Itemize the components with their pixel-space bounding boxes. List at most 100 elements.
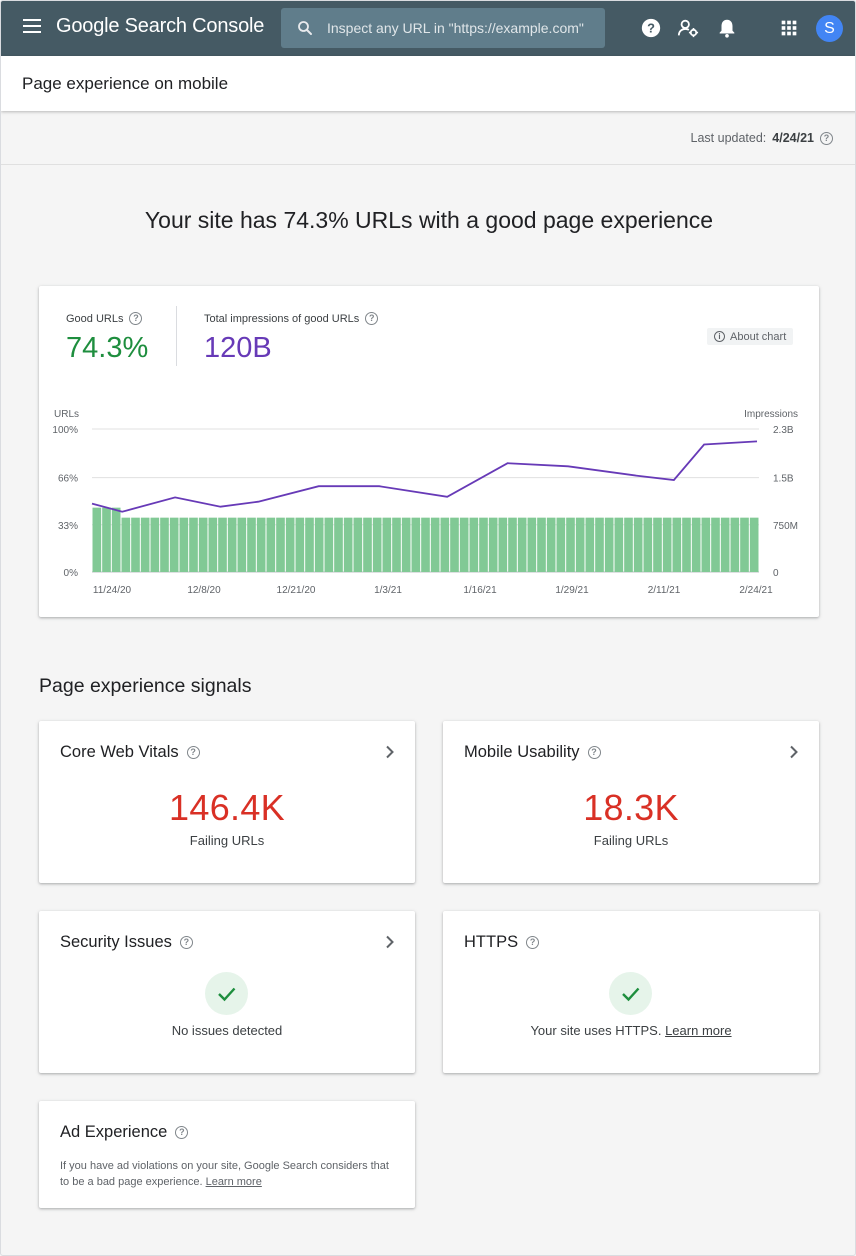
- help-circle-icon[interactable]: ?: [820, 131, 833, 145]
- help-circle-icon[interactable]: ?: [587, 746, 601, 759]
- x-tick-label: 2/11/21: [648, 585, 681, 596]
- signals-section-title: Page experience signals: [39, 675, 252, 697]
- bar: [353, 517, 363, 572]
- bar: [585, 517, 595, 572]
- metric-divider: [176, 306, 177, 366]
- bar: [334, 517, 343, 572]
- bar: [401, 517, 411, 572]
- bar: [459, 517, 469, 572]
- impressions-label-row: Total impressions of good URLs ?: [204, 312, 379, 325]
- ad-experience-text: If you have ad violations on your site, …: [60, 1160, 389, 1188]
- help-circle-icon[interactable]: ?: [175, 1126, 189, 1139]
- menu-icon[interactable]: [23, 19, 41, 37]
- ad-experience-learn-more-link[interactable]: Learn more: [205, 1176, 262, 1188]
- last-updated-value: 4/24/21: [772, 131, 814, 145]
- search-input[interactable]: [327, 8, 597, 48]
- x-tick-label: 12/8/20: [187, 585, 221, 596]
- y2-tick-label: 1.5B: [773, 474, 794, 485]
- bar: [450, 517, 459, 572]
- y2-tick-label: 0: [773, 568, 779, 579]
- core-web-vitals-failing-count: 146.4K: [169, 787, 285, 828]
- chevron-right-icon[interactable]: [383, 935, 397, 949]
- bar: [662, 517, 672, 572]
- chevron-right-icon[interactable]: [383, 745, 397, 759]
- bar: [421, 517, 430, 572]
- bar: [198, 517, 208, 572]
- notifications-icon[interactable]: [716, 17, 738, 39]
- mobile-usability-card[interactable]: Mobile Usability ? 18.3K Failing URLs: [443, 721, 819, 883]
- bar: [169, 517, 179, 572]
- about-chart-button[interactable]: i About chart: [707, 328, 794, 345]
- bar: [749, 517, 759, 572]
- security-issues-card[interactable]: Security Issues ? No issues detected: [39, 911, 415, 1073]
- x-tick-label: 12/21/20: [277, 585, 316, 596]
- core-web-vitals-title: Core Web Vitals: [60, 743, 179, 761]
- left-axis-title: URLs: [54, 409, 79, 420]
- help-circle-icon[interactable]: ?: [179, 936, 193, 949]
- https-title: HTTPS: [464, 933, 519, 951]
- https-learn-more-link[interactable]: Learn more: [665, 1023, 732, 1038]
- y-tick-label: 100%: [52, 425, 78, 436]
- bar: [189, 517, 198, 572]
- bar: [517, 517, 527, 572]
- bar: [111, 507, 121, 572]
- bar: [266, 517, 276, 572]
- bar: [121, 517, 131, 572]
- chevron-right-icon[interactable]: [787, 745, 801, 759]
- bar: [604, 517, 614, 572]
- mobile-usability-failing-label: Failing URLs: [593, 833, 669, 848]
- summary-chart-card: Good URLs ? 74.3% Total impressions of g…: [39, 286, 819, 617]
- bar: [324, 517, 334, 572]
- apps-grid-icon[interactable]: [778, 17, 800, 39]
- bar: [140, 517, 150, 572]
- bar: [711, 517, 720, 572]
- bar: [276, 517, 285, 572]
- impressions-value: 120B: [204, 332, 272, 364]
- page-title: Page experience on mobile: [22, 74, 229, 93]
- https-status-row: Your site uses HTTPS. Learn more: [443, 1023, 819, 1038]
- y2-tick-label: 750M: [773, 521, 798, 532]
- bar: [624, 517, 633, 572]
- good-urls-label-row: Good URLs ?: [66, 312, 143, 325]
- bar: [363, 517, 372, 572]
- help-circle-icon[interactable]: ?: [186, 746, 200, 759]
- bar: [479, 517, 488, 572]
- user-settings-icon[interactable]: [677, 17, 699, 39]
- card-title-row: Security Issues ?: [60, 933, 193, 952]
- help-circle-icon[interactable]: ?: [129, 312, 143, 325]
- bar: [720, 517, 730, 572]
- bar: [595, 517, 604, 572]
- help-icon[interactable]: ?: [640, 17, 662, 39]
- bar: [643, 517, 653, 572]
- y-tick-label: 66%: [58, 474, 78, 485]
- app-brand[interactable]: Google Search Console: [56, 15, 265, 37]
- bar: [575, 517, 585, 572]
- bar: [285, 517, 295, 572]
- bar: [305, 517, 314, 572]
- bar: [566, 517, 575, 572]
- x-tick-label: 1/29/21: [555, 585, 589, 596]
- x-tick-label: 2/24/21: [739, 585, 773, 596]
- security-status: No issues detected: [171, 1023, 283, 1038]
- bar: [343, 517, 353, 572]
- bar: [614, 517, 624, 572]
- core-web-vitals-failing-label: Failing URLs: [189, 833, 265, 848]
- bar: [633, 517, 643, 572]
- help-circle-icon[interactable]: ?: [365, 312, 379, 325]
- help-circle-icon[interactable]: ?: [526, 936, 540, 949]
- mobile-usability-title: Mobile Usability: [464, 743, 580, 761]
- ad-experience-title: Ad Experience: [60, 1123, 168, 1141]
- card-title-row: Core Web Vitals ?: [60, 743, 200, 762]
- core-web-vitals-card[interactable]: Core Web Vitals ? 146.4K Failing URLs: [39, 721, 415, 883]
- ad-experience-card: Ad Experience ? If you have ad violation…: [39, 1101, 415, 1208]
- bar: [653, 517, 662, 572]
- bar: [256, 517, 266, 572]
- account-avatar[interactable]: S: [816, 15, 843, 42]
- divider: [1, 164, 855, 165]
- last-updated: Last updated: 4/24/21 ?: [691, 131, 833, 145]
- bar: [314, 517, 324, 572]
- x-tick-label: 1/3/21: [374, 585, 402, 596]
- https-card: HTTPS ? Your site uses HTTPS. Learn more: [443, 911, 819, 1073]
- url-inspection-search[interactable]: [281, 8, 605, 48]
- y-tick-label: 33%: [58, 521, 78, 532]
